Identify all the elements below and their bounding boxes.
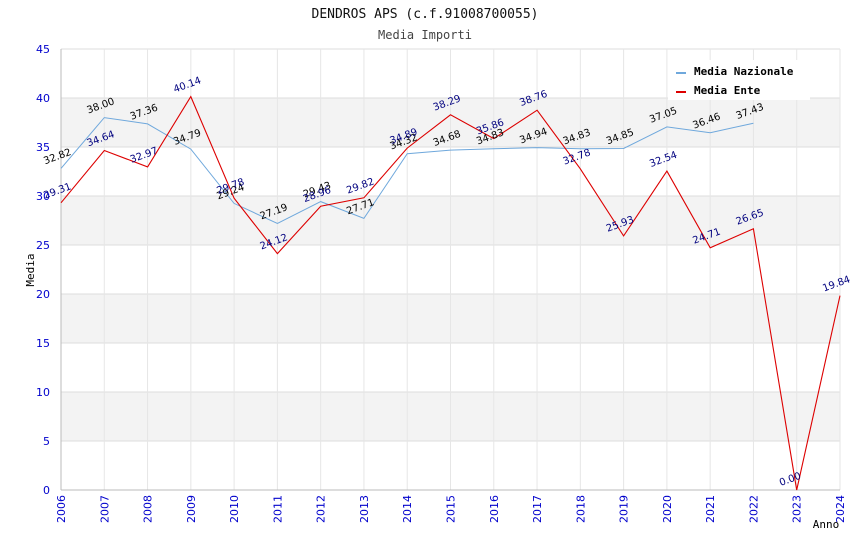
x-tick-label: 2007 xyxy=(98,495,111,523)
y-tick-label: 30 xyxy=(36,190,50,203)
x-tick-label: 2011 xyxy=(271,495,284,523)
y-tick-label: 25 xyxy=(36,239,50,252)
x-tick-label: 2013 xyxy=(358,495,371,523)
series-line-ente xyxy=(60,95,841,491)
x-tick-label: 2015 xyxy=(445,495,458,523)
x-axis-ticks: 2006 2007 2008 2009 2010 2011 2012 2013 2014 2015… xyxy=(55,495,847,523)
x-tick-label: 2018 xyxy=(574,495,587,523)
y-axis-ticks: 0 5 10 15 20 25 30 35 40 45 xyxy=(36,43,50,497)
legend-background xyxy=(668,60,810,100)
x-tick-label: 2021 xyxy=(704,495,717,523)
x-tick-label: 2017 xyxy=(531,495,544,523)
legend-label-ente: Media Ente xyxy=(694,84,761,97)
y-tick-label: 10 xyxy=(36,386,50,399)
axes xyxy=(60,49,840,491)
y-tick-label: 0 xyxy=(43,484,50,497)
y-tick-label: 45 xyxy=(36,43,50,56)
x-axis-label: Anno xyxy=(813,518,840,531)
x-tick-label: 2008 xyxy=(142,495,155,523)
x-tick-label: 2023 xyxy=(791,495,804,523)
x-tick-label: 2016 xyxy=(488,495,501,523)
chart-subtitle: Media Importi xyxy=(378,28,472,42)
series-line-nazionale xyxy=(60,117,754,225)
x-tick-label: 2006 xyxy=(55,495,68,523)
legend-label-nazionale: Media Nazionale xyxy=(694,65,794,78)
legend: Media Nazionale Media Ente xyxy=(668,60,810,100)
y-tick-label: 20 xyxy=(36,288,50,301)
x-tick-label: 2012 xyxy=(315,495,328,523)
x-tick-label: 2009 xyxy=(185,495,198,523)
x-tick-label: 2014 xyxy=(401,495,414,523)
y-axis-label: Media xyxy=(24,253,37,286)
y-tick-label: 15 xyxy=(36,337,50,350)
x-tick-label: 2010 xyxy=(228,495,241,523)
x-tick-label: 2024 xyxy=(834,495,847,523)
y-tick-label: 5 xyxy=(43,435,50,448)
y-tick-label: 35 xyxy=(36,141,50,154)
x-tick-label: 2022 xyxy=(747,495,760,523)
y-tick-label: 40 xyxy=(36,92,50,105)
series-lines xyxy=(60,95,841,491)
chart-title: DENDROS APS (c.f.91008700055) xyxy=(312,7,539,22)
x-tick-label: 2020 xyxy=(661,495,674,523)
x-tick-label: 2019 xyxy=(618,495,631,523)
